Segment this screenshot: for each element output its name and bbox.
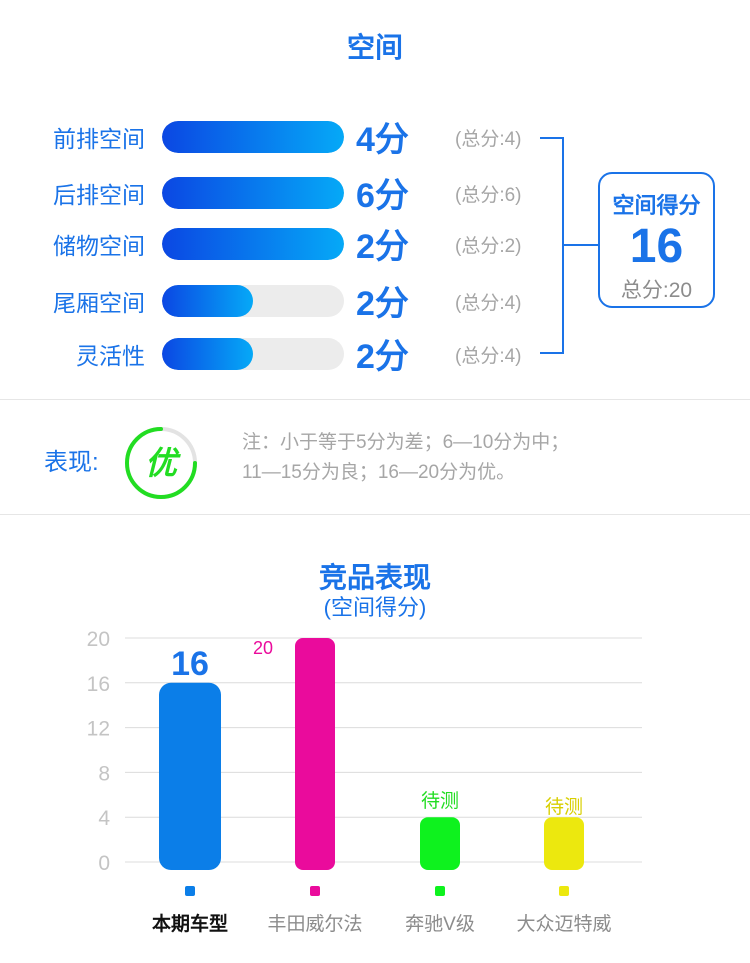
legend-swatch	[185, 886, 195, 896]
row-score: 2分	[356, 285, 409, 323]
bar	[295, 638, 335, 870]
progress-fill	[162, 338, 253, 370]
score-row: 储物空间 2分 (总分:2)	[0, 219, 560, 269]
chart-subtitle: (空间得分)	[323, 595, 427, 620]
score-row: 前排空间 4分 (总分:4)	[0, 112, 560, 162]
score-row: 尾厢空间 2分 (总分:4)	[0, 276, 560, 326]
y-tick-label: 12	[87, 718, 110, 741]
space-score-box: 空间得分 16 总分:20	[598, 172, 715, 308]
progress-fill	[162, 121, 344, 153]
bracket-line	[540, 137, 564, 354]
category-label: 丰田威尔法	[267, 913, 362, 935]
y-tick-label: 8	[98, 762, 110, 785]
row-label: 储物空间	[53, 233, 145, 259]
y-tick-label: 16	[87, 673, 110, 696]
grade-ring-icon: 优	[125, 427, 197, 499]
row-label: 前排空间	[53, 126, 145, 152]
section-title: 空间	[346, 32, 403, 63]
row-label: 灵活性	[76, 343, 145, 369]
row-score: 2分	[356, 338, 409, 376]
progress-track	[162, 228, 344, 260]
legend-swatch	[559, 886, 569, 896]
row-label: 后排空间	[53, 182, 145, 208]
legend-swatch	[310, 886, 320, 896]
data-label: 待测	[421, 790, 459, 812]
row-score: 4分	[356, 121, 409, 159]
row-total: (总分:2)	[455, 236, 522, 257]
category-label: 奔驰V级	[405, 913, 475, 935]
row-score: 2分	[356, 228, 409, 266]
progress-track	[162, 338, 344, 370]
category-label: 大众迈特威	[516, 913, 611, 935]
score-row: 后排空间 6分 (总分:6)	[0, 168, 560, 218]
score-row: 灵活性 2分 (总分:4)	[0, 329, 560, 379]
row-total: (总分:4)	[455, 346, 522, 367]
grade-note: 注：小于等于5分为差；6—10分为中； 11—15分为良；16—20分为优。	[242, 428, 569, 488]
data-label: 20	[253, 638, 273, 658]
performance-label: 表现:	[44, 449, 99, 476]
row-score: 6分	[356, 177, 409, 215]
bar	[420, 817, 460, 870]
chart-title: 竞品表现	[318, 562, 431, 593]
bar	[544, 817, 584, 870]
row-label: 尾厢空间	[53, 290, 145, 316]
grade-note-line2: 11—15分为良；16—20分为优。	[242, 462, 516, 483]
y-tick-label: 20	[87, 628, 110, 651]
data-label: 待测	[545, 796, 583, 818]
y-tick-label: 4	[98, 807, 110, 830]
data-label: 16	[171, 645, 209, 683]
bar	[159, 682, 221, 870]
space-score-title: 空间得分	[612, 193, 701, 218]
y-tick-label: 0	[98, 852, 110, 875]
progress-track	[162, 285, 344, 317]
bracket-connector	[563, 244, 599, 246]
grade-text: 优	[145, 444, 181, 482]
space-score-value: 16	[629, 220, 684, 273]
progress-fill	[162, 228, 344, 260]
progress-fill	[162, 177, 344, 209]
row-total: (总分:4)	[455, 129, 522, 150]
row-total: (总分:4)	[455, 293, 522, 314]
legend-swatch	[435, 886, 445, 896]
grade-note-line1: 注：小于等于5分为差；6—10分为中；	[242, 432, 570, 453]
row-total: (总分:6)	[455, 185, 522, 206]
category-label: 本期车型	[152, 912, 228, 935]
progress-track	[162, 177, 344, 209]
space-score-total: 总分:20	[620, 279, 693, 302]
divider-top	[0, 399, 750, 400]
divider-bottom	[0, 514, 750, 515]
progress-track	[162, 121, 344, 153]
progress-fill	[162, 285, 253, 317]
